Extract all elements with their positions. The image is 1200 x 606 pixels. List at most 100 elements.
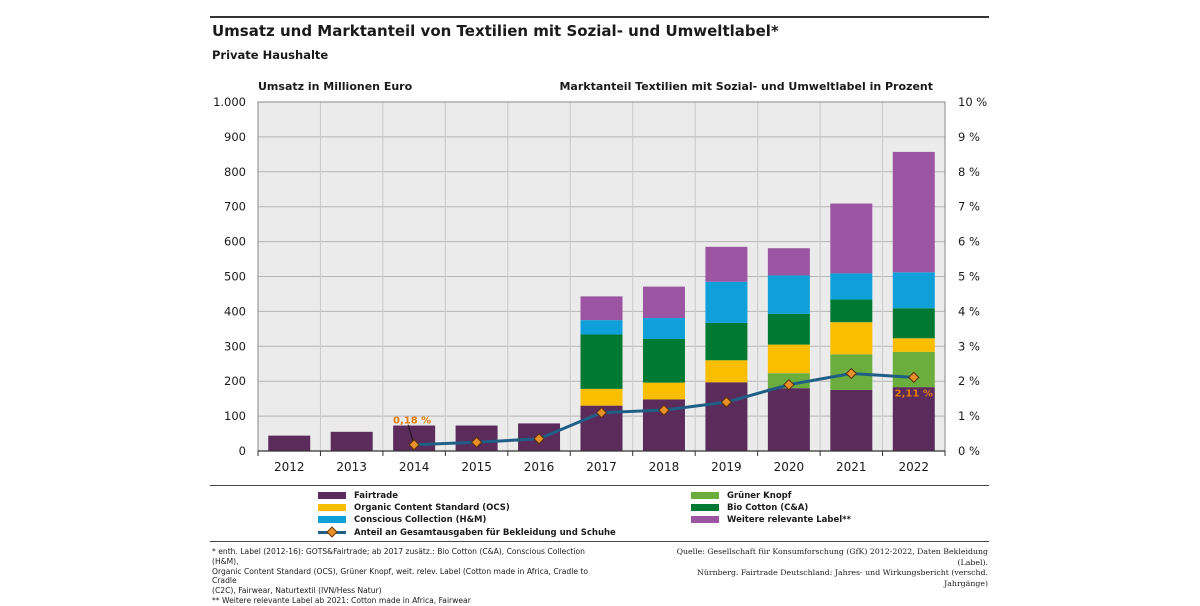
bar-segment-conscious — [767, 275, 810, 314]
bar-segment-bio_cotton — [767, 313, 810, 345]
bar-segment-conscious — [580, 320, 623, 335]
x-tick-label: 2013 — [336, 460, 367, 474]
bar-segment-weitere — [767, 248, 810, 276]
bar-segment-bio_cotton — [830, 299, 873, 323]
y-tick-label: 0 — [239, 444, 246, 458]
legend-label: Bio Cotton (C&A) — [727, 503, 809, 513]
footnote-line: * enth. Label (2012-16): GOTS&Fairtrade;… — [212, 547, 585, 566]
share-marker — [658, 404, 670, 416]
y-tick-label: 200 — [224, 374, 246, 388]
bar-segment-ocs — [892, 338, 935, 352]
bar-segment-conscious — [892, 272, 935, 309]
legend-swatch — [691, 492, 719, 499]
y2-tick-label: 10 % — [958, 95, 987, 109]
share-marker — [783, 378, 795, 391]
top-rule — [210, 16, 989, 18]
footnote-line: (C2C), Fairwear, Naturtextil (IVN/Hess N… — [212, 586, 382, 596]
bar-segment-weitere — [892, 151, 935, 273]
legend-label: Organic Content Standard (OCS) — [354, 503, 510, 513]
legend-label: Conscious Collection (H&M) — [354, 515, 487, 525]
footnotes: * enth. Label (2012-16): GOTS&Fairtrade;… — [212, 547, 612, 606]
legend-item-gruener_knopf: Grüner Knopf — [691, 491, 791, 502]
bar-segment-bio_cotton — [892, 308, 935, 339]
legend-item-weitere: Weitere relevante Label** — [691, 515, 851, 526]
y-tick-label: 900 — [224, 130, 246, 144]
chart-subtitle: Private Haushalte — [212, 48, 329, 62]
y-tick-label: 300 — [224, 339, 246, 353]
x-tick-label: 2016 — [524, 460, 555, 474]
bar-segment-weitere — [642, 286, 685, 319]
bar-segment-weitere — [580, 296, 623, 321]
y2-tick-label: 0 % — [958, 444, 980, 458]
source-note: Quelle: Gesellschaft für Konsumforschung… — [658, 547, 988, 589]
legend-label: Weitere relevante Label** — [727, 515, 852, 525]
y-tick-label: 600 — [224, 235, 246, 249]
share-marker — [595, 406, 608, 419]
share-marker — [470, 436, 483, 448]
legend-swatch — [318, 504, 346, 511]
x-tick-label: 2019 — [711, 460, 742, 474]
bar-segment-bio_cotton — [642, 338, 685, 383]
legend-swatch — [318, 516, 346, 523]
annotation-label: 0,18 % — [393, 416, 431, 427]
bar-segment-fairtrade — [892, 387, 935, 451]
x-tick-label: 2017 — [586, 460, 617, 474]
x-tick-label: 2012 — [274, 460, 305, 474]
legend-item-line: Anteil an Gesamtausgaben für Bekleidung … — [318, 527, 616, 538]
y-tick-label: 100 — [224, 409, 246, 423]
share-marker — [845, 367, 858, 380]
y-tick-label: 400 — [224, 304, 246, 318]
bar-segment-conscious — [642, 318, 685, 339]
y2-tick-label: 4 % — [958, 304, 980, 318]
legend-swatch — [318, 492, 346, 499]
legend-swatch — [691, 504, 719, 511]
legend: Fairtrade Organic Content Standard (OCS) C… — [318, 491, 918, 541]
bar-segment-bio_cotton — [705, 322, 748, 361]
legend-item-conscious: Conscious Collection (H&M) — [318, 515, 486, 526]
y2-tick-label: 1 % — [958, 409, 980, 423]
x-tick-label: 2020 — [774, 460, 805, 474]
share-marker — [533, 433, 545, 445]
bar-segment-fairtrade — [705, 382, 748, 451]
y-axis-right-label: Marktanteil Textilien mit Sozial- und Um… — [559, 80, 933, 93]
bar-segment-bio_cotton — [580, 334, 623, 389]
x-tick-label: 2018 — [649, 460, 680, 474]
annotation-label: 2,11 % — [895, 388, 933, 399]
legend-item-fairtrade: Fairtrade — [318, 491, 398, 502]
y2-tick-label: 2 % — [958, 374, 980, 388]
bar-segment-fairtrade — [767, 388, 810, 451]
bar-segment-fairtrade — [830, 389, 873, 451]
bar-segment-fairtrade — [268, 435, 311, 451]
y-axis-left-label: Umsatz in Millionen Euro — [258, 80, 413, 93]
y2-tick-label: 8 % — [958, 165, 980, 179]
bar-segment-conscious — [830, 273, 873, 300]
y-tick-label: 800 — [224, 165, 246, 179]
share-marker — [720, 396, 733, 408]
legend-top-rule — [210, 485, 989, 486]
y-tick-label: 1.000 — [213, 95, 246, 109]
bar-segment-ocs — [767, 344, 810, 374]
bar-segment-weitere — [705, 246, 748, 282]
y2-tick-label: 6 % — [958, 235, 980, 249]
y2-tick-label: 3 % — [958, 339, 980, 353]
y2-tick-label: 7 % — [958, 200, 980, 214]
footnote-line: Organic Content Standard (OCS), Grüner K… — [212, 566, 589, 586]
chart-title: Umsatz und Marktanteil von Textilien mit… — [212, 22, 779, 40]
legend-label: Grüner Knopf — [727, 491, 792, 501]
source-line: Quelle: Gesellschaft für Konsumforschung… — [676, 547, 988, 567]
legend-item-bio_cotton: Bio Cotton (C&A) — [691, 503, 808, 514]
x-tick-label: 2014 — [399, 460, 430, 474]
footnote-line: ** Weitere relevante Label ab 2021: Cott… — [212, 595, 471, 605]
x-tick-label: 2021 — [836, 460, 867, 474]
share-marker — [408, 439, 420, 451]
share-marker — [908, 371, 920, 384]
y2-tick-label: 9 % — [958, 130, 980, 144]
legend-label: Fairtrade — [354, 491, 398, 501]
legend-item-ocs: Organic Content Standard (OCS) — [318, 503, 510, 514]
y2-tick-label: 5 % — [958, 270, 980, 284]
bar-segment-weitere — [830, 203, 873, 274]
bar-segment-ocs — [580, 388, 623, 406]
bar-segment-ocs — [705, 360, 748, 383]
legend-bottom-rule — [210, 541, 989, 542]
